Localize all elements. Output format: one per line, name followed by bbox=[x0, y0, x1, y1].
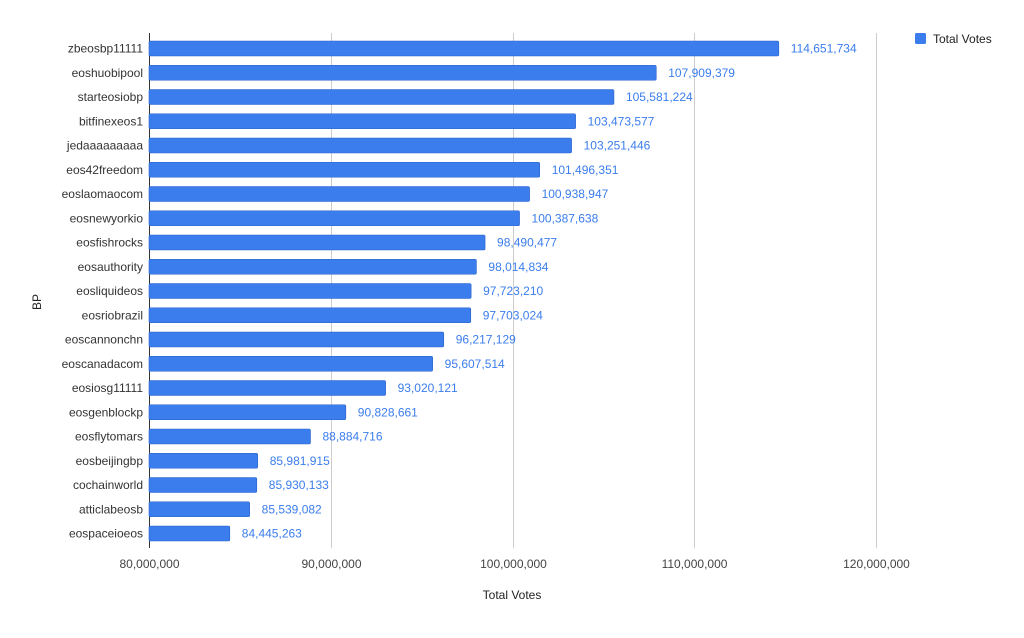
bar bbox=[148, 452, 259, 469]
data-label: 95,607,514 bbox=[445, 357, 505, 371]
bar bbox=[148, 380, 386, 396]
bar bbox=[148, 186, 530, 202]
bar bbox=[148, 161, 541, 178]
x-axis-tick-labels: 80,000,000 90,000,000 100,000,000 110,000,0… bbox=[119, 557, 910, 571]
category-label: jedaaaaaaaaa bbox=[66, 139, 143, 153]
category-label: eosnewyorkio bbox=[70, 211, 144, 225]
bar bbox=[148, 210, 520, 227]
data-label: 98,014,834 bbox=[488, 260, 548, 274]
category-label: atticlabeosb bbox=[79, 502, 143, 516]
bar bbox=[148, 113, 576, 130]
category-label: eoscanadacom bbox=[62, 357, 143, 371]
x-tick-label: 110,000,000 bbox=[662, 557, 728, 571]
bar bbox=[148, 355, 433, 372]
bar bbox=[148, 428, 311, 445]
data-label: 103,251,446 bbox=[584, 139, 651, 153]
category-label: eosriobrazil bbox=[82, 308, 143, 322]
x-axis-title: Total Votes bbox=[483, 588, 542, 602]
category-label: eosiosg11111 bbox=[72, 381, 143, 395]
category-label: cochainworld bbox=[73, 478, 143, 492]
bar bbox=[148, 64, 657, 81]
category-label: eosgenblockp bbox=[69, 405, 143, 419]
x-tick-label: 100,000,000 bbox=[480, 557, 547, 571]
category-label: eoslaomaocom bbox=[62, 187, 143, 201]
category-labels: zbeosbp11111 eoshuobipool starteosiobp bitf… bbox=[62, 42, 144, 541]
bar bbox=[148, 307, 472, 324]
legend: Total Votes bbox=[915, 32, 992, 46]
data-label: 100,938,947 bbox=[542, 187, 609, 201]
category-label: eosauthority bbox=[78, 260, 143, 274]
category-label: starteosiobp bbox=[78, 90, 144, 104]
category-label: eosflytomars bbox=[75, 430, 143, 444]
bar bbox=[148, 40, 780, 57]
data-label: 105,581,224 bbox=[626, 90, 693, 104]
bar bbox=[148, 477, 258, 493]
category-label: eoscannonchn bbox=[65, 333, 143, 347]
bar bbox=[148, 137, 572, 154]
category-label: eosliquideos bbox=[76, 284, 143, 298]
bar bbox=[148, 258, 477, 275]
y-axis-title: BP bbox=[30, 294, 44, 310]
bars bbox=[148, 40, 780, 542]
category-label: bitfinexeos1 bbox=[79, 114, 143, 128]
category-label: eospaceioeos bbox=[69, 527, 143, 541]
data-label: 93,020,121 bbox=[398, 381, 458, 395]
category-label: eosbeijingbp bbox=[76, 454, 144, 468]
data-label: 85,930,133 bbox=[269, 478, 329, 492]
legend-swatch bbox=[915, 33, 926, 44]
bar bbox=[148, 283, 472, 299]
data-label: 97,703,024 bbox=[483, 308, 543, 322]
x-tick-label: 120,000,000 bbox=[843, 557, 910, 571]
bar bbox=[148, 501, 250, 518]
bar bbox=[148, 89, 615, 105]
data-label: 85,981,915 bbox=[270, 454, 330, 468]
data-label: 97,723,210 bbox=[483, 284, 543, 298]
data-label: 101,496,351 bbox=[552, 163, 619, 177]
data-label: 107,909,379 bbox=[668, 66, 735, 80]
data-label: 90,828,661 bbox=[358, 405, 418, 419]
data-label: 84,445,263 bbox=[242, 527, 302, 541]
data-label: 85,539,082 bbox=[262, 502, 322, 516]
bar bbox=[148, 404, 347, 421]
category-label: eos42freedom bbox=[66, 163, 143, 177]
category-label: zbeosbp11111 bbox=[68, 42, 144, 56]
data-label: 103,473,577 bbox=[588, 114, 655, 128]
data-label: 88,884,716 bbox=[322, 430, 382, 444]
bar bbox=[148, 525, 231, 542]
data-label: 100,387,638 bbox=[532, 211, 599, 225]
data-label: 96,217,129 bbox=[456, 333, 516, 347]
x-tick-label: 90,000,000 bbox=[301, 557, 361, 571]
bar bbox=[148, 331, 445, 348]
data-label: 114,651,734 bbox=[791, 42, 857, 56]
category-label: eoshuobipool bbox=[72, 66, 143, 80]
bar bbox=[148, 234, 486, 251]
x-tick-label: 80,000,000 bbox=[119, 557, 179, 571]
value-labels: 114,651,734 107,909,379 105,581,224 103,473… bbox=[242, 42, 857, 541]
category-label: eosfishrocks bbox=[76, 236, 143, 250]
data-label: 98,490,477 bbox=[497, 236, 557, 250]
legend-label: Total Votes bbox=[933, 32, 992, 46]
